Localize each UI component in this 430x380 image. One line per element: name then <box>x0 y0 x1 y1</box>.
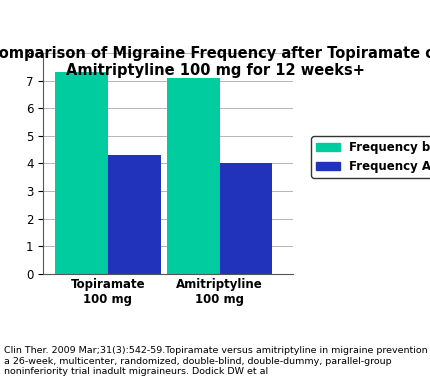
Bar <box>108 155 160 274</box>
Bar <box>166 78 219 274</box>
Bar <box>55 73 108 274</box>
Bar <box>219 163 272 274</box>
Text: Comparison of Migraine Frequency after Topiramate or
Amitriptyline 100 mg for 12: Comparison of Migraine Frequency after T… <box>0 46 430 78</box>
Legend: Frequency before, Frequency After: Frequency before, Frequency After <box>311 136 430 177</box>
Text: Clin Ther. 2009 Mar;31(3):542-59.Topiramate versus amitriptyline in migraine pre: Clin Ther. 2009 Mar;31(3):542-59.Topiram… <box>4 347 427 376</box>
